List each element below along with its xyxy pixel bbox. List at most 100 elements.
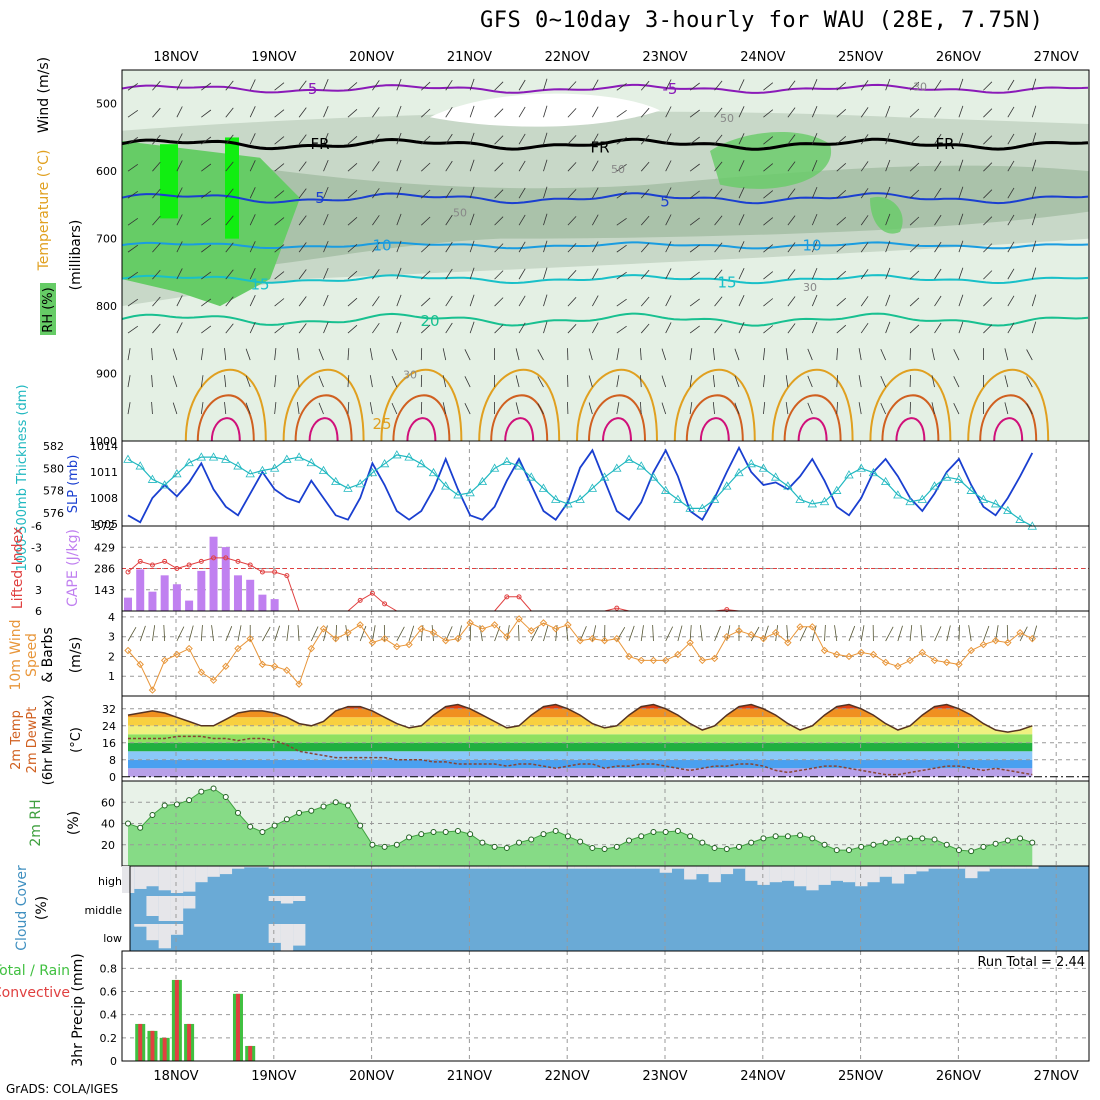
contour-label: 5	[315, 189, 325, 207]
wind-barb	[176, 187, 183, 199]
wind-barb	[734, 375, 740, 388]
wind-barb	[811, 267, 818, 280]
precip-convective-bar	[150, 1030, 155, 1061]
wind-barb	[445, 268, 453, 280]
wind-barb	[347, 189, 358, 199]
thickness-line	[127, 454, 1033, 527]
wind-barb	[152, 80, 161, 91]
wind-barb-10m	[750, 626, 760, 642]
cloud-high-bar	[671, 866, 685, 869]
wind-barb	[274, 109, 285, 118]
wind-barb	[934, 214, 942, 226]
wind-barb	[1031, 186, 1037, 199]
rh2m-marker	[149, 812, 156, 818]
thickness-tick-label: 580	[43, 462, 64, 475]
wind-speed-marker	[246, 634, 254, 643]
wind-barb	[421, 270, 431, 280]
wind-barb	[372, 269, 380, 280]
wind-barb-10m	[885, 626, 894, 642]
wind-barb-10m	[431, 625, 434, 642]
wind-barb-10m	[127, 626, 137, 642]
wind-barb	[665, 160, 672, 172]
wind-barb	[1031, 240, 1037, 253]
wind-barb	[347, 216, 358, 226]
wind-barb	[665, 322, 672, 334]
wind-barb-10m	[188, 625, 194, 642]
wind-barb	[543, 294, 548, 307]
wind-barb	[885, 267, 891, 280]
wind-barb	[201, 244, 212, 253]
cloud-level-label: low	[103, 932, 122, 945]
wind-speed-marker	[967, 646, 975, 655]
wind-speed-marker	[637, 656, 645, 665]
cloud-high-bar	[488, 866, 501, 869]
wind-barb	[201, 217, 212, 226]
wind-barb	[298, 323, 307, 334]
rh2m-marker	[357, 822, 364, 829]
wind-barb	[537, 403, 544, 415]
wind-speed-marker	[600, 636, 609, 645]
wind-barb	[836, 375, 838, 388]
wind-barb	[421, 243, 431, 253]
dewpt-line	[128, 735, 1033, 776]
wind-barb	[958, 321, 964, 334]
wind-barb	[225, 323, 234, 334]
wind-barb	[689, 402, 693, 415]
cape-bar	[209, 536, 218, 611]
wind-barb	[934, 322, 942, 334]
cloud-high-bar	[830, 866, 844, 881]
wind-barb	[494, 108, 504, 118]
lifted-marker	[284, 573, 290, 579]
lifted-tick-label: 0	[35, 563, 42, 576]
thickness-marker	[123, 454, 133, 463]
wind-speed-marker	[185, 644, 193, 653]
slp-tick-label: 1005	[90, 518, 118, 531]
wind-barb	[297, 375, 300, 388]
temp-axis-label: 2m Temp2m DewPt(6hr Min/Max)	[9, 695, 56, 785]
wind-speed-marker	[674, 650, 682, 659]
wind-barb	[200, 402, 204, 415]
wind-barb	[469, 159, 475, 172]
cape-bar	[197, 570, 206, 611]
wind-barb	[518, 268, 526, 280]
isotherm-15	[121, 274, 1089, 285]
thickness-marker	[404, 452, 414, 461]
thickness-marker	[697, 503, 708, 512]
wind-barb	[860, 188, 869, 199]
wind-barb	[464, 376, 471, 388]
wind-speed-marker	[454, 634, 462, 643]
rh2m-marker	[943, 841, 950, 848]
wind-barb	[421, 135, 431, 145]
wind-barb	[1007, 79, 1015, 91]
wind-barb	[225, 215, 234, 226]
rh2m-marker	[406, 834, 413, 841]
rh2m-marker	[931, 836, 938, 843]
wind-barb	[958, 240, 964, 253]
wind-barb	[445, 160, 453, 172]
wind-barb	[298, 80, 307, 91]
precip-convective-bar	[235, 993, 240, 1061]
wind-barb	[1004, 348, 1009, 361]
wind-tick-label: 4	[108, 611, 115, 624]
wind-barb	[836, 189, 847, 199]
wind-barb-10m	[1031, 625, 1038, 642]
wind-barb	[127, 375, 131, 388]
wind-barb	[689, 109, 700, 118]
wind-barb	[274, 190, 285, 199]
thickness-marker	[477, 476, 488, 486]
cloud-high-bar	[855, 866, 868, 887]
wind-barb	[445, 79, 453, 91]
wind-barb	[127, 163, 139, 172]
thickness-marker	[917, 494, 927, 503]
wind-barb	[738, 106, 745, 118]
rh2m-marker	[540, 831, 547, 838]
contour-label: 30	[913, 81, 927, 94]
wind-barb-10m	[200, 625, 203, 642]
wind-barb	[249, 160, 256, 172]
precip-tick-label: 0.4	[100, 1009, 118, 1022]
contour-label: 50	[720, 112, 734, 125]
wind-tick-label: 3	[108, 631, 115, 644]
cloud-high-bar	[684, 866, 697, 880]
wind-barb	[592, 133, 599, 145]
wind-barb	[567, 135, 577, 145]
